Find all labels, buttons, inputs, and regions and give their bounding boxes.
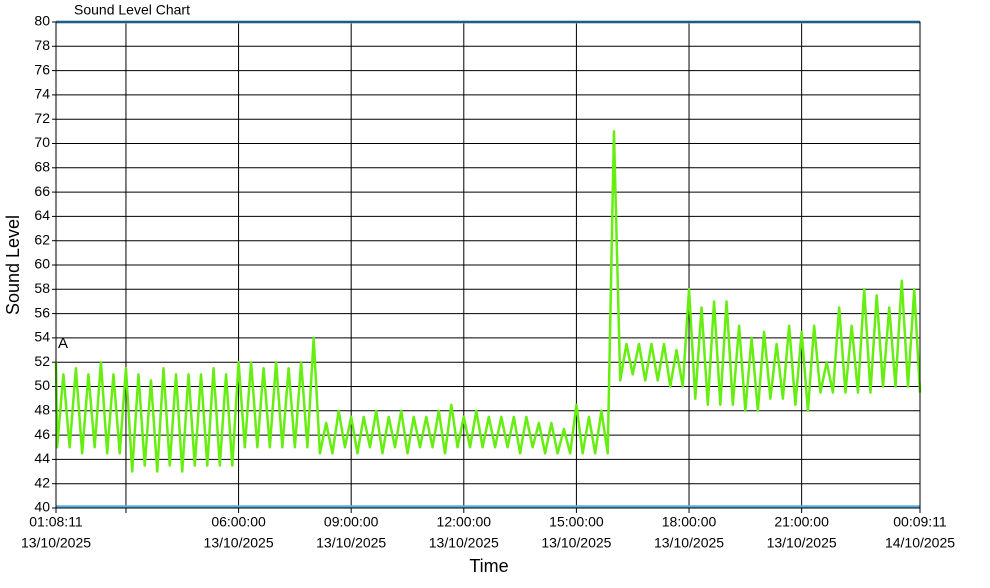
x-tick-label: 14/10/2025 [885,535,955,551]
y-tick-label: 78 [34,37,50,53]
y-axis-label: Sound Level [3,215,23,315]
x-tick-label: 13/10/2025 [429,535,499,551]
x-tick-label: 13/10/2025 [204,535,274,551]
y-tick-label: 76 [34,61,50,77]
y-tick-label: 50 [34,377,50,393]
x-tick-label: 13/10/2025 [654,535,724,551]
y-tick-label: 54 [34,329,50,345]
x-tick-label: 13/10/2025 [767,535,837,551]
annotation: A [58,335,68,352]
y-tick-label: 74 [34,86,50,102]
y-tick-label: 80 [34,13,50,29]
x-tick-label: 00:09:11 [893,514,947,530]
x-tick-label: 13/10/2025 [541,535,611,551]
x-tick-label: 13/10/2025 [316,535,386,551]
y-tick-label: 52 [34,353,50,369]
y-tick-label: 46 [34,426,50,442]
x-tick-label: 18:00:00 [662,514,717,530]
y-tick-label: 66 [34,183,50,199]
x-tick-label: 13/10/2025 [21,535,91,551]
plot-border [55,21,921,509]
y-tick-label: 48 [34,402,50,418]
y-tick-label: 60 [34,256,50,272]
y-tick-label: 72 [34,110,50,126]
y-tick-label: 40 [34,499,50,515]
y-tick-label: 58 [34,280,50,296]
data-line [54,130,922,473]
y-tick-label: 44 [34,450,50,466]
chart-title: Sound Level Chart [74,2,190,18]
x-tick-label: 15:00:00 [549,514,604,530]
x-tick-label: 09:00:00 [324,514,379,530]
y-tick-label: 64 [34,207,50,223]
x-axis-label: Time [469,556,508,576]
x-tick-label: 21:00:00 [774,514,829,530]
y-tick-label: 42 [34,474,50,490]
x-tick-label: 06:00:00 [211,514,266,530]
y-tick-label: 62 [34,231,50,247]
y-tick-label: 56 [34,304,50,320]
x-tick-label: 01:08:11 [29,514,83,530]
x-tick-label: 12:00:00 [437,514,492,530]
y-tick-label: 70 [34,134,50,150]
y-tick-label: 68 [34,159,50,175]
